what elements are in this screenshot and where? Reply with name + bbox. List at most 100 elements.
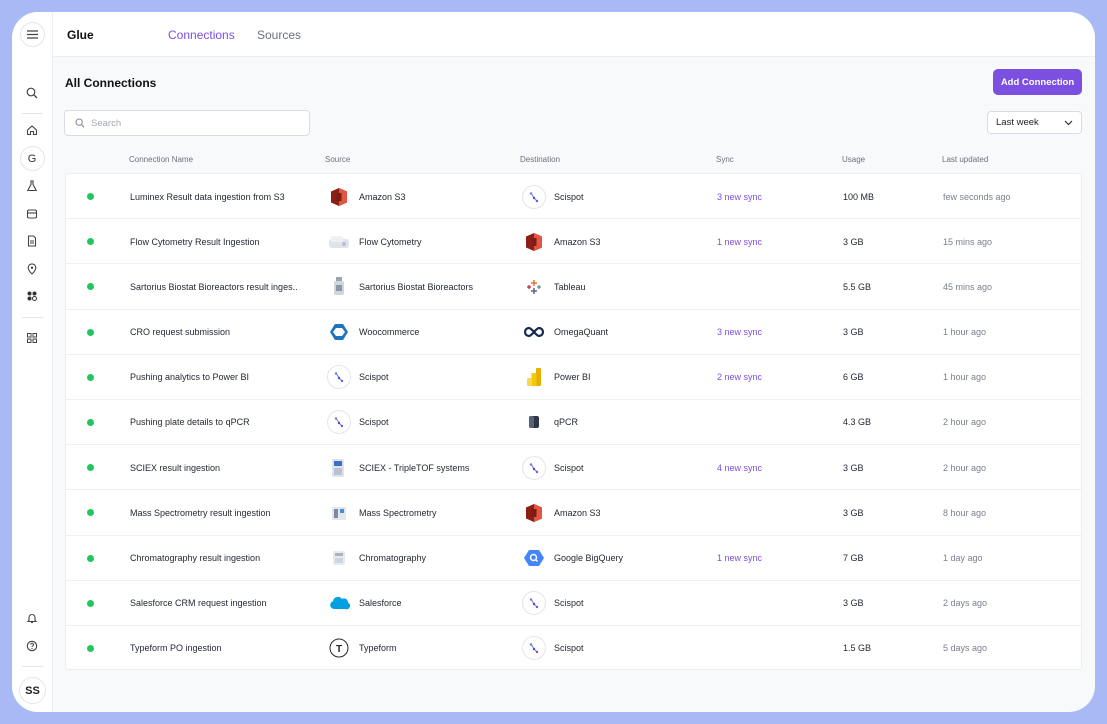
app-window: G SS Glue Connections S	[12, 12, 1095, 712]
usage-value: 3 GB	[843, 598, 864, 609]
source-cell: SCIEX - TripleTOF systems	[328, 445, 469, 490]
connection-name: SCIEX result ingestion	[130, 462, 221, 473]
table-row[interactable]: Salesforce CRM request ingestion Salesfo…	[66, 581, 1081, 626]
destination-cell: Scispot	[522, 626, 584, 671]
top-bar: Glue Connections Sources	[53, 12, 1095, 57]
workspace-g-icon[interactable]: G	[19, 146, 45, 171]
table-row[interactable]: Pushing plate details to qPCR Scispot qP…	[66, 400, 1081, 446]
destination-name: Amazon S3	[554, 507, 601, 518]
inventory-icon[interactable]	[20, 202, 44, 226]
source-cell: Scispot	[327, 400, 389, 445]
source-cell: Woocommerce	[328, 310, 419, 355]
omegaquant-icon	[523, 321, 545, 343]
scispot-icon	[327, 410, 351, 435]
column-header-sync[interactable]: Sync	[716, 155, 734, 164]
last-updated-value: 2 hour ago	[943, 417, 987, 428]
status-dot	[87, 373, 94, 381]
table-row[interactable]: Chromatography result ingestion Chromato…	[66, 536, 1081, 581]
power-bi-icon	[523, 366, 545, 388]
flow-cytometry-icon	[328, 231, 350, 253]
page-title: All Connections	[65, 76, 157, 90]
destination-name: Scispot	[554, 191, 584, 202]
flask-icon[interactable]	[20, 174, 44, 198]
usage-value: 4.3 GB	[843, 417, 872, 428]
integrations-icon[interactable]	[20, 284, 44, 308]
source-name: Mass Spectrometry	[359, 507, 437, 518]
table-row[interactable]: Flow Cytometry Result Ingestion Flow Cyt…	[66, 219, 1081, 265]
source-name: Salesforce	[359, 598, 402, 609]
destination-name: Google BigQuery	[554, 553, 624, 563]
sync-link[interactable]: 3 new sync	[717, 191, 763, 202]
tab-connections[interactable]: Connections	[168, 28, 235, 42]
status-dot	[87, 464, 94, 472]
search-icon[interactable]	[20, 81, 44, 105]
table-row[interactable]: Typeform PO ingestion T Typeform Scispot …	[66, 626, 1081, 671]
table-row[interactable]: Pushing analytics to Power BI Scispot Po…	[66, 355, 1081, 400]
usage-value: 1.5 GB	[843, 643, 872, 654]
woocommerce-icon	[328, 321, 350, 343]
source-cell: Flow Cytometry	[328, 219, 422, 264]
tab-sources[interactable]: Sources	[257, 28, 302, 42]
status-dot	[87, 238, 94, 246]
sync-link[interactable]: 4 new sync	[717, 462, 763, 473]
column-header-usage[interactable]: Usage	[842, 155, 866, 164]
sync-link[interactable]: 3 new sync	[717, 327, 763, 338]
scispot-icon	[327, 365, 351, 390]
destination-name: OmegaQuant	[554, 327, 609, 338]
sync-link[interactable]: 1 new sync	[717, 236, 763, 247]
source-name: Flow Cytometry	[359, 236, 422, 247]
connection-name: Flow Cytometry Result Ingestion	[130, 236, 260, 247]
scispot-icon	[522, 455, 546, 480]
connection-name: Mass Spectrometry result ingestion	[130, 507, 271, 518]
last-updated-value: 8 hour ago	[943, 507, 987, 518]
date-range-select[interactable]: Last week	[987, 111, 1082, 134]
usage-value: 5.5 GB	[843, 281, 872, 292]
connection-name: Luminex Result data ingestion from S3	[130, 191, 285, 202]
source-name: Amazon S3	[359, 191, 406, 202]
status-dot	[87, 418, 94, 426]
usage-value: 6 GB	[843, 372, 864, 383]
table-row[interactable]: Luminex Result data ingestion from S3 Am…	[66, 174, 1081, 220]
destination-cell: Scispot	[522, 174, 584, 219]
destination-name: Scispot	[554, 643, 584, 654]
sync-link[interactable]: 2 new sync	[717, 372, 763, 383]
column-header-name[interactable]: Connection Name	[129, 155, 194, 164]
search-input[interactable]	[91, 117, 291, 129]
source-name: Scispot	[359, 417, 389, 428]
status-dot	[87, 328, 94, 336]
home-icon[interactable]	[20, 118, 44, 142]
apps-grid-icon[interactable]	[20, 326, 44, 350]
bell-icon[interactable]	[20, 606, 44, 630]
location-pin-icon[interactable]	[20, 257, 44, 281]
add-connection-button[interactable]: Add Connection	[993, 69, 1082, 95]
qpcr-icon	[523, 411, 545, 433]
document-icon[interactable]	[20, 229, 44, 253]
connection-name: Salesforce CRM request ingestion	[130, 598, 267, 609]
connection-name: Chromatography result ingestion	[130, 553, 261, 563]
column-header-source[interactable]: Source	[325, 155, 351, 164]
destination-cell: Google BigQuery	[523, 536, 623, 581]
amazon-s3-icon	[328, 186, 350, 208]
column-header-last-updated[interactable]: Last updated	[942, 155, 989, 164]
table-row[interactable]: Sartorius Biostat Bioreactors result ing…	[66, 264, 1081, 310]
source-cell: Scispot	[327, 355, 389, 400]
sync-link[interactable]: 1 new sync	[717, 553, 763, 563]
table-row[interactable]: Mass Spectrometry result ingestion Mass …	[66, 490, 1081, 536]
table-row[interactable]: CRO request submission Woocommerce Omega…	[66, 310, 1081, 355]
column-header-destination[interactable]: Destination	[520, 155, 561, 164]
status-dot	[87, 599, 94, 607]
table-row[interactable]: SCIEX result ingestion SCIEX - TripleTOF…	[66, 445, 1081, 491]
connection-name: CRO request submission	[130, 327, 231, 338]
scispot-icon	[522, 184, 546, 209]
salesforce-icon	[328, 592, 350, 614]
menu-icon[interactable]	[19, 22, 45, 47]
last-updated-value: 45 mins ago	[943, 281, 993, 292]
brand-name: Glue	[67, 28, 94, 42]
last-updated-value: 15 mins ago	[943, 236, 993, 247]
scispot-icon	[522, 636, 546, 661]
source-cell: Mass Spectrometry	[328, 490, 437, 535]
help-icon[interactable]	[20, 634, 44, 658]
usage-value: 7 GB	[843, 553, 864, 563]
last-updated-value: 1 hour ago	[943, 327, 987, 338]
avatar[interactable]: SS	[19, 677, 46, 704]
